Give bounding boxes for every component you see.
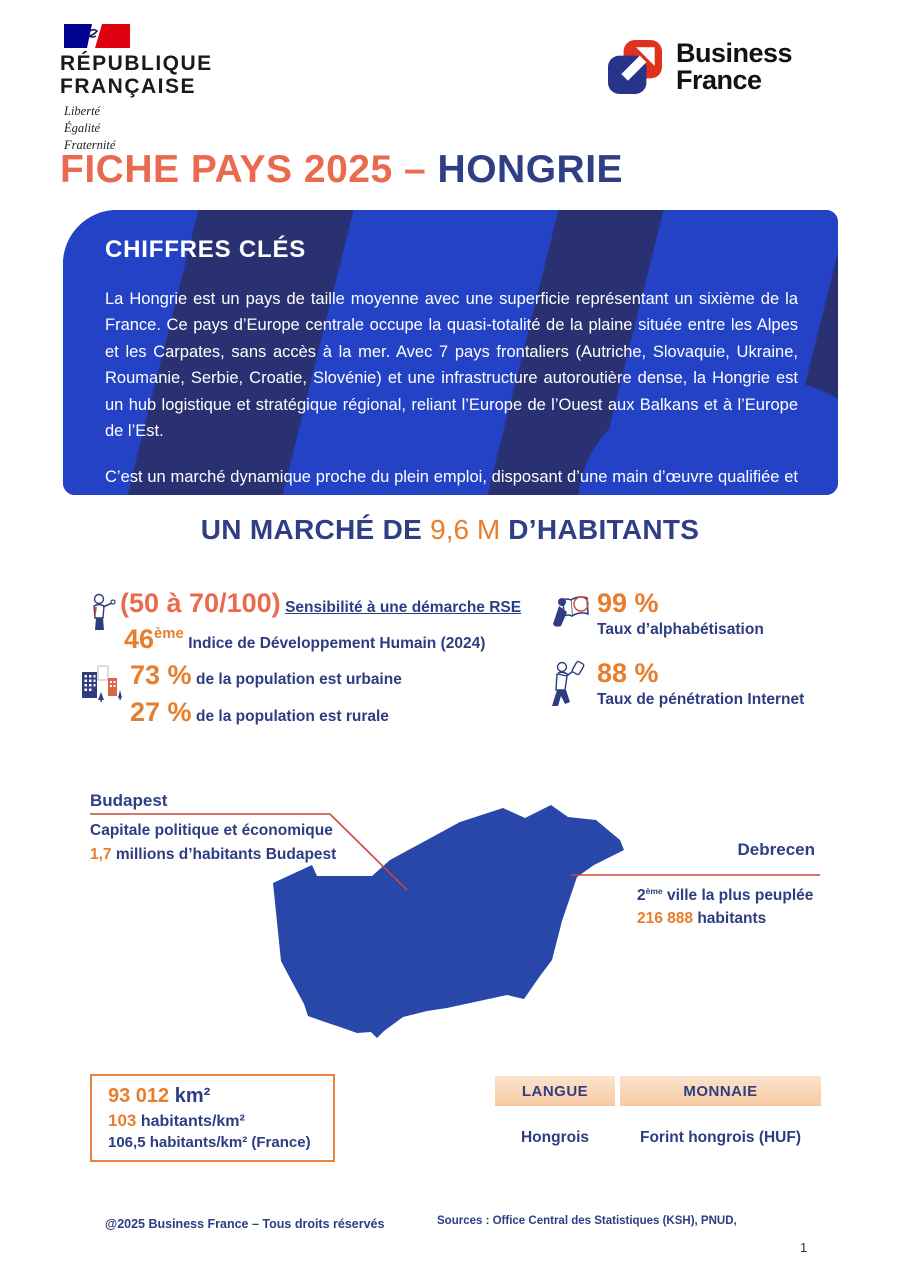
hungary-map [90, 805, 820, 1038]
page-title-prefix: FICHE PAYS 2025 – [60, 148, 438, 191]
business-france-logo: Business France [608, 38, 793, 95]
table-header-langue: LANGUE [495, 1076, 615, 1106]
literacy-value: 99 % [597, 588, 659, 618]
french-flag-icon [64, 24, 130, 48]
debrecen-city-name: Debrecen [737, 840, 815, 859]
rse-person-icon [93, 593, 116, 630]
internet-value: 88 % [597, 658, 659, 688]
rural-value: 27 % [130, 697, 192, 727]
budapest-callout-line [90, 813, 408, 891]
business-france-icon [608, 40, 662, 94]
table-header-monnaie: MONNAIE [620, 1076, 821, 1106]
rf-motto-egalite: Égalité [64, 121, 101, 136]
budapest-city-name: Budapest [90, 791, 168, 810]
rf-title-line1: RÉPUBLIQUE [60, 52, 213, 75]
republique-francaise-logo: RÉPUBLIQUE FRANÇAISE Liberté Égalité Fra… [60, 24, 213, 154]
internet-person-icon [552, 660, 585, 706]
literacy-label: Taux d’alphabétisation [597, 621, 764, 638]
debrecen-rank: 2ème ville la plus peuplée [637, 886, 814, 905]
market-suffix: D’HABITANTS [500, 514, 700, 545]
area-value-line: 93 012 km² [108, 1085, 211, 1107]
internet-label: Taux de pénétration Internet [597, 691, 805, 708]
budapest-description: Capitale politique et économique [90, 822, 333, 839]
rse-score-label: Sensibilité à une démarche RSE [285, 599, 522, 616]
idh-value: 46ème [124, 624, 184, 654]
debrecen-population: 216 888 habitants [637, 910, 767, 927]
key-figures-paragraph-2: C’est un marché dynamique proche du plei… [105, 468, 798, 495]
hungary-shape [273, 805, 624, 1038]
density-line: 103 habitants/km² [108, 1111, 245, 1130]
footer-sources: Sources : Office Central des Statistique… [437, 1215, 737, 1227]
key-figures-panel: CHIFFRES CLÉS La Hongrie est un pays de … [63, 210, 838, 495]
key-figures-heading: CHIFFRES CLÉS [105, 236, 307, 263]
table-value-langue: Hongrois [520, 1129, 590, 1146]
rse-score-value: (50 à 70/100) [120, 588, 281, 618]
market-heading: UN MARCHÉ DE 9,6 M D’HABITANTS [0, 514, 900, 546]
page-number: 1 [800, 1240, 808, 1255]
france-density-line: 106,5 habitants/km² (France) [108, 1134, 311, 1151]
area-stats-box: 93 012 km² 103 habitants/km² 106,5 habit… [90, 1074, 335, 1162]
page-title-country: HONGRIE [437, 148, 624, 191]
bf-text-line1: Business [676, 38, 793, 68]
rf-motto-fraternite: Fraternité [64, 137, 116, 152]
market-prefix: UN MARCHÉ DE [200, 514, 431, 545]
key-figures-paragraph-1: La Hongrie est un pays de taille moyenne… [105, 290, 798, 440]
rf-title-line2: FRANÇAISE [60, 75, 197, 99]
urban-value: 73 % [130, 660, 192, 690]
bf-text-line2: France [676, 65, 762, 95]
footer-copyright: @2025 Business France – Tous droits rése… [105, 1217, 385, 1231]
rf-motto-liberte: Liberté [64, 104, 101, 119]
budapest-population: 1,7 millions d’habitants Budapest [90, 846, 337, 863]
language-currency-table: LANGUE MONNAIE Hongrois Forint hongrois … [495, 1076, 821, 1147]
urban-label: de la population est urbaine [196, 671, 402, 688]
literacy-book-icon [553, 596, 589, 627]
buildings-icon [82, 665, 122, 702]
market-value: 9,6 M [430, 514, 501, 545]
idh-label: Indice de Développement Humain (2024) [188, 635, 486, 652]
hungary-map-section: Budapest Capitale politique et économiqu… [0, 780, 900, 1072]
page-title: FICHE PAYS 2025 – HONGRIE [60, 148, 623, 192]
rural-label: de la population est rurale [196, 708, 389, 725]
table-value-monnaie: Forint hongrois (HUF) [640, 1129, 801, 1146]
